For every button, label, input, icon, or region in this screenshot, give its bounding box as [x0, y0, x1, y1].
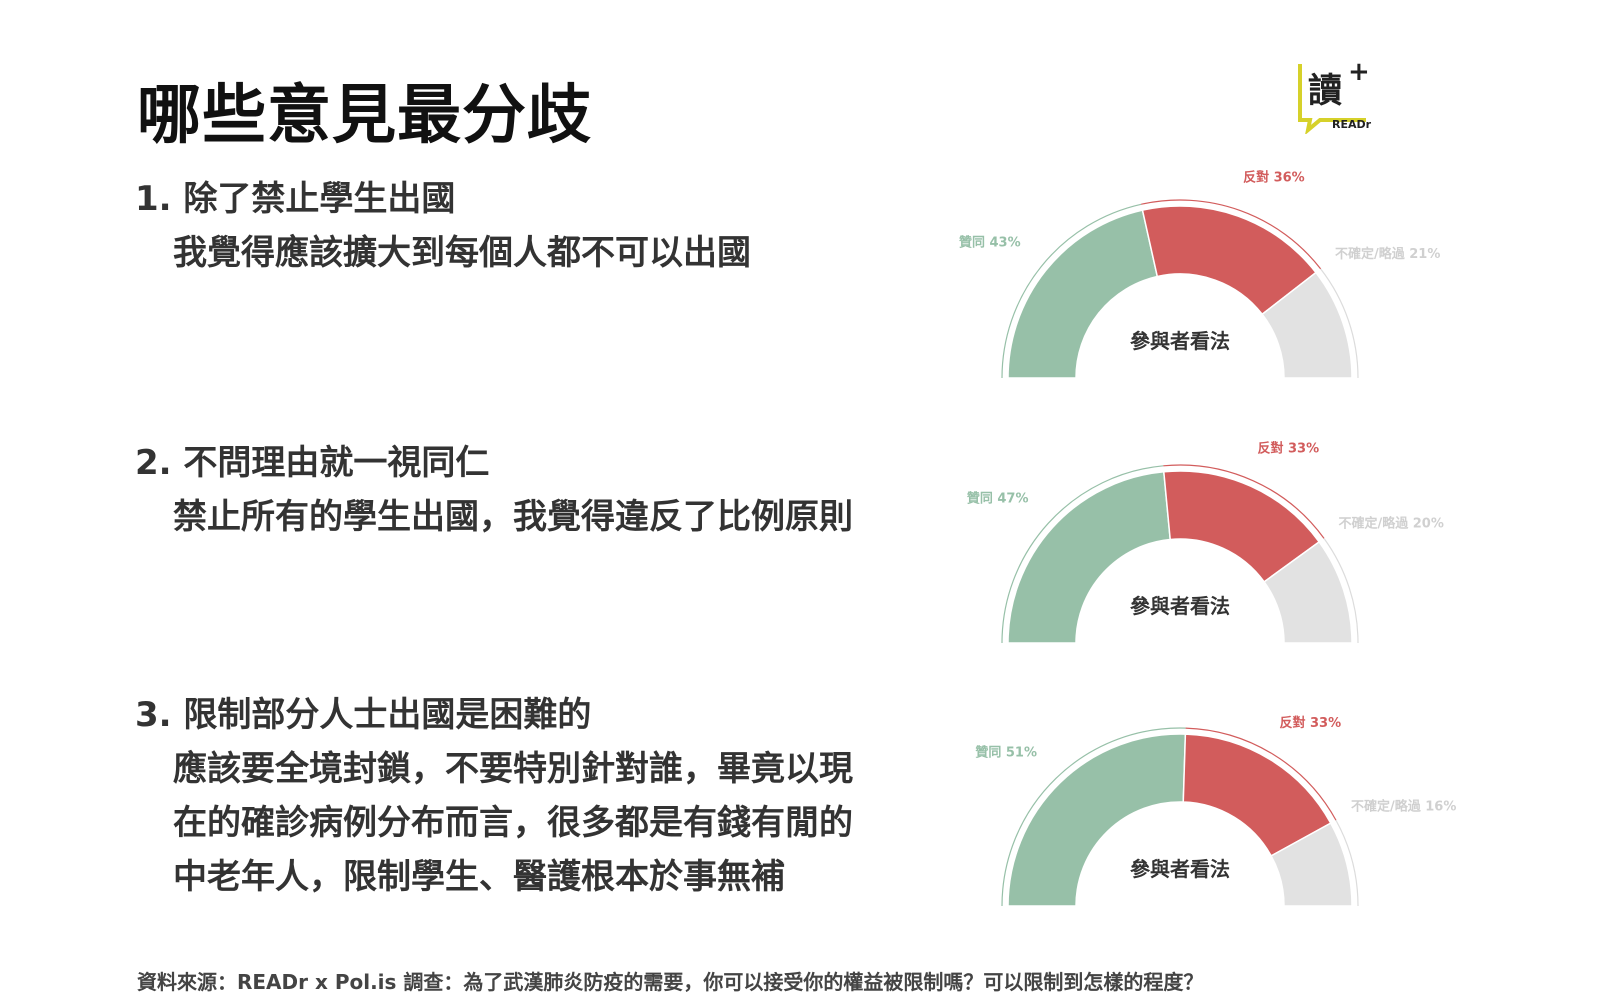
- gauge-center-label: 參與者看法: [1130, 594, 1230, 618]
- slice-label: 不確定/略過 16%: [1351, 798, 1456, 814]
- slice-bracket: [1320, 268, 1359, 379]
- opinion-gauge-chart-3: 贊同 51% 反對 33% 不確定/略過 16% 參與者看法: [975, 688, 1456, 918]
- gauge-slice: [1007, 209, 1159, 379]
- question-line: 在的確診病例分布而言，很多都是有錢有閒的: [173, 803, 853, 843]
- gauge-center-label: 參與者看法: [1130, 857, 1230, 881]
- opinion-gauge-chart-2: 贊同 47% 反對 33% 不確定/略過 20% 參與者看法: [967, 425, 1444, 655]
- slice-bracket: [1185, 727, 1337, 821]
- gauge-slice: [1261, 271, 1353, 379]
- chart-svg: 贊同 47% 反對 33% 不確定/略過 20% 參與者看法: [967, 441, 1444, 644]
- svg-text:讀: 讀: [1308, 71, 1342, 111]
- gauge-center-label: 參與者看法: [1130, 329, 1230, 353]
- svg-text:READr: READr: [1332, 118, 1372, 131]
- gauge-slice: [1263, 540, 1353, 644]
- readr-logo-icon: 讀 + READr: [1298, 57, 1372, 136]
- slice-label: 反對 36%: [1243, 170, 1305, 186]
- readr-logo: 讀 + READr: [1296, 57, 1380, 136]
- question-line: 中老年人，限制學生、醫護根本於事無補: [173, 857, 785, 897]
- question-3: 3. 限制部分人士出國是困難的 應該要全境封鎖，不要特別針對誰，畢竟以現 在的確…: [135, 688, 853, 904]
- question-line: 禁止所有的學生出國，我覺得違反了比例原則: [173, 497, 853, 537]
- slice-label: 反對 33%: [1279, 715, 1341, 731]
- page-title: 哪些意見最分歧: [137, 79, 592, 153]
- question-1: 1. 除了禁止學生出國 我覺得應該擴大到每個人都不可以出國: [135, 172, 751, 280]
- slice-label: 不確定/略過 21%: [1335, 246, 1440, 262]
- gauge-slice: [1007, 470, 1172, 644]
- slice-label: 不確定/略過 20%: [1338, 516, 1443, 532]
- slice-label: 贊同 51%: [975, 745, 1037, 761]
- question-line: 不問理由就一視同仁: [183, 443, 490, 483]
- slice-label: 反對 33%: [1257, 441, 1319, 457]
- question-number: 3.: [135, 695, 172, 735]
- question-line: 限制部分人士出國是困難的: [183, 695, 592, 735]
- slice-bracket: [1001, 203, 1142, 379]
- question-line: 應該要全境封鎖，不要特別針對誰，畢竟以現: [173, 749, 853, 789]
- slice-bracket: [1163, 464, 1325, 539]
- question-number: 1.: [135, 179, 172, 219]
- question-line: 我覺得應該擴大到每個人都不可以出國: [173, 233, 751, 273]
- slice-bracket: [1001, 465, 1164, 644]
- question-number: 2.: [135, 443, 172, 483]
- slice-label: 贊同 47%: [967, 490, 1029, 506]
- slice-label: 贊同 43%: [959, 235, 1021, 251]
- slice-bracket: [1323, 538, 1359, 644]
- chart-svg: 贊同 51% 反對 33% 不確定/略過 16% 參與者看法: [975, 715, 1456, 907]
- slice-bracket: [1335, 819, 1359, 907]
- slice-bracket: [1141, 199, 1322, 270]
- data-source-note: 資料來源：READr x Pol.is 調查：為了武漢肺炎防疫的需要，你可以接受…: [137, 970, 1204, 994]
- gauge-slice: [1270, 822, 1353, 907]
- chart-svg: 贊同 43% 反對 36% 不確定/略過 21% 參與者看法: [959, 170, 1440, 379]
- slice-bracket: [1001, 727, 1186, 907]
- question-line: 除了禁止學生出國: [183, 179, 456, 219]
- gauge-slice: [1007, 733, 1187, 907]
- question-2: 2. 不問理由就一視同仁 禁止所有的學生出國，我覺得違反了比例原則: [135, 436, 853, 544]
- opinion-gauge-chart-1: 贊同 43% 反對 36% 不確定/略過 21% 參與者看法: [959, 160, 1440, 390]
- svg-text:+: +: [1348, 58, 1370, 87]
